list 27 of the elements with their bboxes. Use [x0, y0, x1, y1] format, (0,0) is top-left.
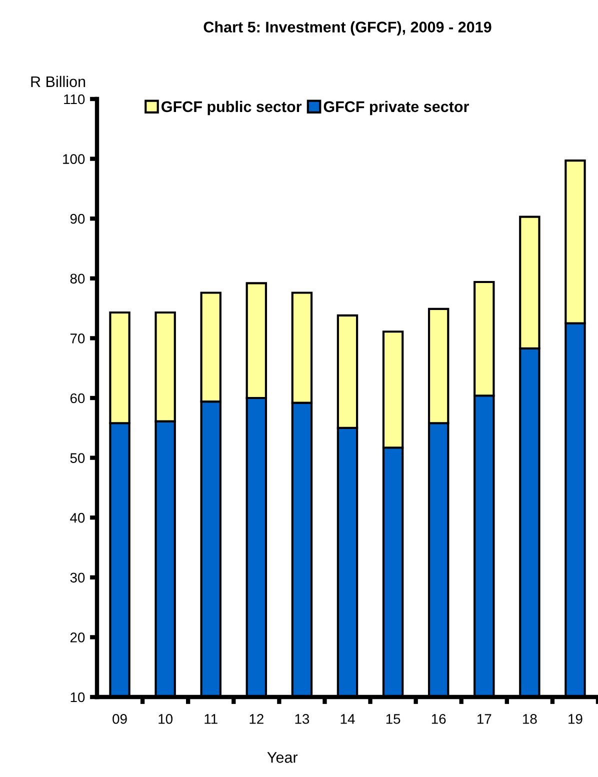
x-tick-label: 17	[477, 714, 492, 724]
y-tick-label: 80	[70, 274, 85, 284]
y-tick-label: 30	[70, 572, 85, 583]
x-tick-label: 09	[112, 714, 127, 724]
y-axis-title: R Billion	[31, 76, 86, 88]
y-tick-label: 70	[70, 334, 85, 344]
y-tick-label: 100	[63, 154, 85, 164]
y-tick-label: 50	[70, 453, 85, 463]
x-tick-label: 15	[386, 714, 400, 724]
x-tick-label: 10	[158, 714, 172, 724]
x-tick-label: 13	[295, 714, 310, 724]
x-tick-label: 18	[523, 714, 537, 724]
legend-label: GFCF private sector	[324, 100, 469, 116]
y-tick-label: 10	[70, 692, 85, 702]
x-axis-title: Year	[267, 752, 298, 763]
y-tick-label: 110	[64, 94, 85, 104]
y-tick-label: 60	[70, 393, 85, 404]
x-tick-label: 12	[250, 714, 264, 724]
y-tick-label: 90	[70, 214, 85, 224]
x-tick-label: 19	[568, 714, 582, 724]
legend-label: GFCF public sector	[162, 100, 302, 116]
y-tick-label: 20	[70, 632, 85, 642]
x-tick-label: 16	[432, 714, 446, 724]
x-tick-label: 14	[340, 714, 355, 724]
chart-title: Chart 5: Investment (GFCF), 2009 - 2019	[204, 21, 492, 36]
x-tick-label: 11	[204, 714, 218, 724]
y-tick-label: 40	[70, 512, 85, 523]
